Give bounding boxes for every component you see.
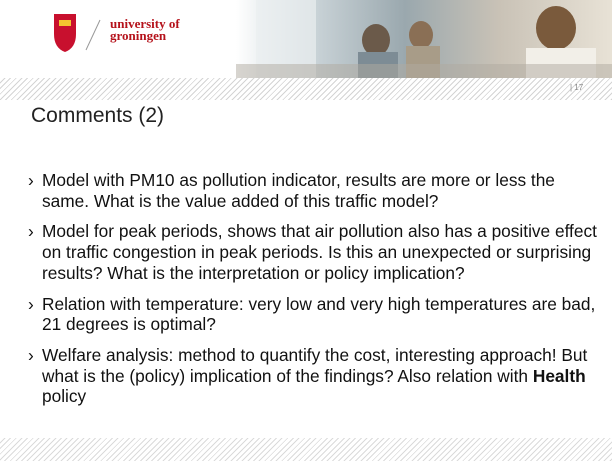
slide-title: Comments (2): [31, 104, 164, 128]
slide: university of groningen | 17 Comments (2…: [0, 0, 612, 461]
hatch-band: [0, 78, 612, 100]
bullet-text: Model for peak periods, shows that air p…: [42, 221, 597, 282]
bullet-item: Model with PM10 as pollution indicator, …: [42, 170, 602, 211]
bullet-list: Model with PM10 as pollution indicator, …: [42, 170, 602, 417]
bullet-text: policy: [42, 386, 86, 406]
header-photo: [236, 0, 612, 78]
bullet-text: Welfare analysis: method to quantify the…: [42, 345, 587, 386]
page-number: | 17: [570, 83, 583, 92]
logo-text: university of groningen: [110, 18, 180, 42]
bullet-item: Model for peak periods, shows that air p…: [42, 221, 602, 283]
logo-line: groningen: [110, 30, 180, 42]
bullet-text: Model with PM10 as pollution indicator, …: [42, 170, 555, 211]
logo-mark: [48, 10, 106, 56]
bullet-item: Relation with temperature: very low and …: [42, 294, 602, 335]
bullet-text: Relation with temperature: very low and …: [42, 294, 595, 335]
hatch-band: [0, 438, 612, 461]
bullet-item: Welfare analysis: method to quantify the…: [42, 345, 602, 407]
photo-shapes: [236, 0, 612, 78]
page: {"header": {"logo_line1": "university of…: [0, 0, 612, 461]
bold-text: Health: [533, 366, 586, 386]
